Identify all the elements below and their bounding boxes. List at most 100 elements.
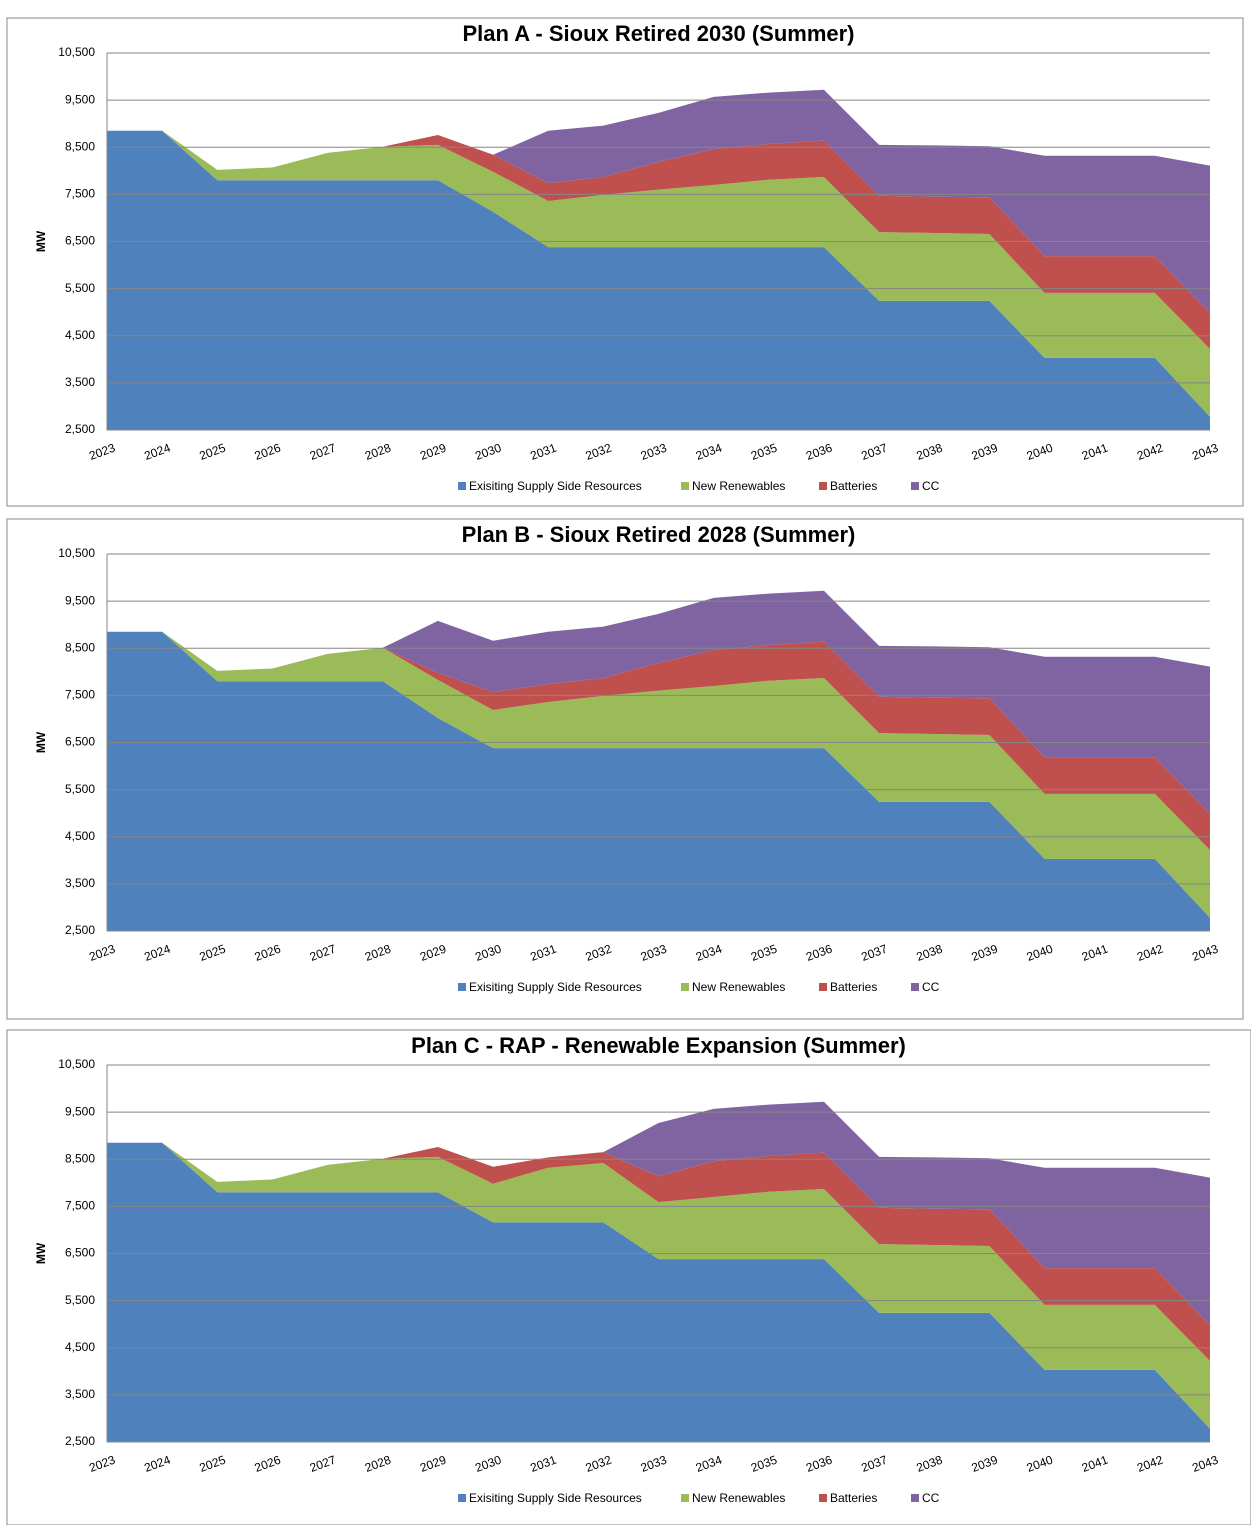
legend-label: Batteries — [830, 479, 877, 493]
y-tick-label: 8,500 — [65, 640, 95, 654]
x-tick-label: 2025 — [198, 441, 228, 463]
legend-swatch — [458, 482, 466, 490]
x-tick-label: 2033 — [639, 942, 669, 964]
panel — [6, 1029, 1251, 1525]
x-tick-label: 2024 — [142, 942, 172, 964]
legend-label: Batteries — [830, 980, 877, 994]
x-tick-label: 2034 — [694, 1453, 724, 1475]
legend-label: Batteries — [830, 1491, 877, 1505]
y-tick-label: 3,500 — [65, 375, 95, 389]
x-tick-label: 2024 — [142, 441, 172, 463]
y-tick-label: 5,500 — [65, 782, 95, 796]
x-tick-label: 2038 — [914, 1453, 944, 1475]
panel — [6, 518, 1244, 1020]
area — [107, 1142, 1210, 1361]
x-tick-label: 2043 — [1190, 1453, 1220, 1475]
chart-title: Plan C - RAP - Renewable Expansion (Summ… — [411, 1033, 906, 1058]
area — [107, 631, 1210, 850]
x-tick-label: 2031 — [528, 441, 558, 463]
y-tick-label: 5,500 — [65, 1293, 95, 1307]
x-tick-label: 2041 — [1080, 942, 1110, 964]
y-tick-label: 8,500 — [65, 139, 95, 153]
x-tick-label: 2026 — [253, 441, 283, 463]
x-tick-label: 2025 — [198, 1453, 228, 1475]
x-tick-label: 2031 — [528, 1453, 558, 1475]
x-tick-label: 2023 — [87, 942, 117, 964]
x-tick-label: 2034 — [694, 942, 724, 964]
y-tick-label: 9,500 — [65, 1104, 95, 1118]
x-tick-label: 2039 — [970, 1453, 1000, 1475]
legend-label: Exisiting Supply Side Resources — [469, 479, 642, 493]
x-tick-label: 2033 — [639, 1453, 669, 1475]
y-tick-label: 3,500 — [65, 1387, 95, 1401]
area — [107, 130, 1210, 430]
x-tick-label: 2040 — [1025, 1453, 1055, 1475]
x-tick-label: 2034 — [694, 441, 724, 463]
x-tick-label: 2030 — [473, 441, 503, 463]
x-tick-label: 2024 — [142, 1453, 172, 1475]
x-tick-label: 2040 — [1025, 942, 1055, 964]
x-tick-label: 2040 — [1025, 441, 1055, 463]
area — [107, 1142, 1210, 1429]
x-tick-label: 2029 — [418, 1453, 448, 1475]
legend-swatch — [911, 983, 919, 991]
legend-label: Exisiting Supply Side Resources — [469, 980, 642, 994]
area — [107, 590, 1210, 815]
y-tick-label: 3,500 — [65, 876, 95, 890]
x-tick-label: 2041 — [1080, 441, 1110, 463]
y-tick-label: 5,500 — [65, 281, 95, 295]
y-tick-label: 9,500 — [65, 593, 95, 607]
x-tick-label: 2032 — [584, 942, 614, 964]
y-tick-label: 4,500 — [65, 829, 95, 843]
x-tick-label: 2026 — [253, 942, 283, 964]
y-tick-label: 2,500 — [65, 422, 95, 436]
legend-swatch — [458, 983, 466, 991]
legend-swatch — [681, 482, 689, 490]
legend-swatch — [681, 983, 689, 991]
x-tick-label: 2023 — [87, 441, 117, 463]
x-tick-label: 2036 — [804, 942, 834, 964]
x-tick-label: 2043 — [1190, 441, 1220, 463]
x-tick-label: 2036 — [804, 1453, 834, 1475]
x-tick-label: 2025 — [198, 942, 228, 964]
x-tick-label: 2043 — [1190, 942, 1220, 964]
legend-label: Exisiting Supply Side Resources — [469, 1491, 642, 1505]
y-tick-label: 2,500 — [65, 1434, 95, 1448]
area — [107, 89, 1210, 314]
legend-label: CC — [922, 479, 940, 493]
x-tick-label: 2042 — [1135, 441, 1165, 463]
x-tick-label: 2027 — [308, 942, 338, 964]
x-tick-label: 2035 — [749, 441, 779, 463]
legend-swatch — [681, 1494, 689, 1502]
x-tick-label: 2037 — [859, 942, 889, 964]
y-tick-label: 10,500 — [58, 1057, 95, 1071]
y-axis-label: MW — [34, 1242, 48, 1264]
x-tick-label: 2029 — [418, 441, 448, 463]
y-tick-label: 4,500 — [65, 328, 95, 342]
area — [107, 130, 1210, 349]
legend-swatch — [911, 1494, 919, 1502]
legend-swatch — [819, 983, 827, 991]
x-tick-label: 2037 — [859, 441, 889, 463]
legend-label: New Renewables — [692, 1491, 785, 1505]
legend-label: CC — [922, 1491, 940, 1505]
area — [107, 1142, 1210, 1442]
x-tick-label: 2023 — [87, 1453, 117, 1475]
y-tick-label: 7,500 — [65, 688, 95, 702]
y-tick-label: 6,500 — [65, 1246, 95, 1260]
legend-swatch — [458, 1494, 466, 1502]
x-tick-label: 2042 — [1135, 942, 1165, 964]
x-tick-label: 2032 — [584, 441, 614, 463]
x-tick-label: 2033 — [639, 441, 669, 463]
y-axis-label: MW — [34, 731, 48, 753]
x-tick-label: 2028 — [363, 942, 393, 964]
x-tick-label: 2036 — [804, 441, 834, 463]
y-tick-label: 2,500 — [65, 923, 95, 937]
panel — [6, 17, 1244, 507]
x-tick-label: 2028 — [363, 1453, 393, 1475]
area — [107, 130, 1210, 417]
chart-title: Plan B - Sioux Retired 2028 (Summer) — [462, 522, 856, 547]
chart-title: Plan A - Sioux Retired 2030 (Summer) — [462, 21, 854, 46]
y-tick-label: 10,500 — [58, 45, 95, 59]
